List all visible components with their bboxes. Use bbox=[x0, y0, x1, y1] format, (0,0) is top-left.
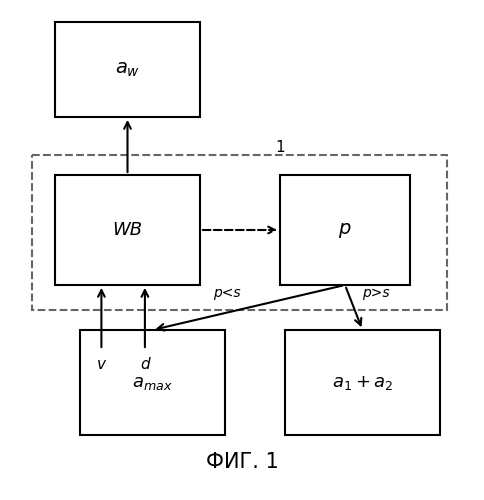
Text: v: v bbox=[97, 357, 106, 372]
Text: p<s: p<s bbox=[212, 286, 240, 300]
Bar bbox=[55, 175, 199, 285]
Bar bbox=[279, 175, 409, 285]
Text: $a_w$: $a_w$ bbox=[115, 60, 140, 79]
Text: ФИГ. 1: ФИГ. 1 bbox=[205, 452, 278, 472]
Bar bbox=[32, 155, 446, 310]
Text: 1: 1 bbox=[274, 140, 284, 156]
Bar bbox=[80, 330, 225, 435]
Text: WB: WB bbox=[112, 221, 142, 239]
Bar bbox=[285, 330, 439, 435]
Bar bbox=[55, 22, 199, 117]
Text: $a_{max}$: $a_{max}$ bbox=[132, 374, 172, 392]
Text: $a_1+a_2$: $a_1+a_2$ bbox=[331, 374, 393, 392]
Text: $p$: $p$ bbox=[337, 220, 351, 240]
Text: p>s: p>s bbox=[361, 286, 389, 300]
Text: d: d bbox=[140, 357, 150, 372]
